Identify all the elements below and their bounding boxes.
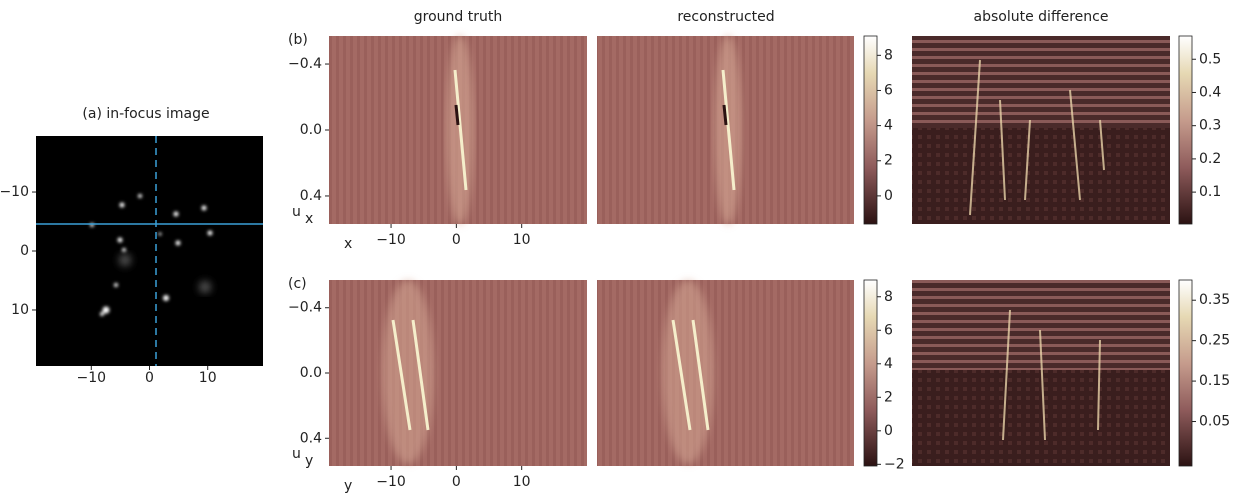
x-tick-label: 0 — [452, 474, 461, 490]
colorbar-tick-label: 8 — [884, 47, 893, 63]
y-tick-label: −0.4 — [288, 56, 322, 72]
heatmap — [912, 280, 1170, 466]
colorbar-tick-label: 2 — [884, 153, 893, 169]
colorbar — [863, 279, 878, 467]
heatmap — [329, 280, 587, 466]
x-tick-label: −10 — [376, 474, 406, 490]
y-tick-label: 0.0 — [300, 122, 322, 138]
colorbar-tick-label: 6 — [884, 82, 893, 98]
colorbar-tick-label: 0.05 — [1199, 414, 1230, 430]
y-tick-label: −0.4 — [288, 300, 322, 316]
x-tick-label: −10 — [77, 370, 107, 386]
colorbar-tick-label: 8 — [884, 289, 893, 305]
colorbar-tick-label: 0.15 — [1199, 373, 1230, 389]
column-title: reconstructed — [677, 9, 774, 25]
heatmap — [329, 35, 587, 225]
y-tick-label: 10 — [11, 302, 29, 318]
colorbar-tick-label: 0.3 — [1199, 118, 1221, 134]
x-tick-label: 10 — [513, 474, 531, 490]
heatmap — [597, 280, 854, 466]
y-axis-label: u — [292, 446, 301, 462]
colorbar-tick-label: 0.2 — [1199, 151, 1221, 167]
colorbar-tick-label: 0 — [884, 423, 893, 439]
heatmap — [597, 35, 854, 225]
y-tick-label: −10 — [0, 184, 29, 200]
y-tick-label: 0 — [20, 243, 29, 259]
column-title: absolute difference — [974, 9, 1109, 25]
x-tick-label: 10 — [513, 232, 531, 248]
panel-title: (a) in-focus image — [82, 106, 209, 122]
colorbar-tick-label: 0.1 — [1199, 184, 1221, 200]
colorbar-tick-label: 6 — [884, 322, 893, 338]
x-tick-label: 0 — [145, 370, 154, 386]
y-tick-label: 0.4 — [300, 430, 322, 446]
x-axis-label: x — [344, 236, 352, 252]
colorbar-tick-label: 4 — [884, 118, 893, 134]
column-title: ground truth — [414, 9, 502, 25]
x-tick-label: 0 — [452, 232, 461, 248]
y-tick-label: 0.4 — [300, 188, 322, 204]
heatmap — [912, 36, 1170, 224]
panel-label: (c) — [288, 276, 307, 292]
y-tick-label: 0.0 — [300, 365, 322, 381]
colorbar-tick-label: 0.35 — [1199, 292, 1230, 308]
colorbar-tick-label: −2 — [884, 456, 905, 472]
in-focus-image — [36, 136, 263, 366]
y-axis-label-sub: x — [305, 211, 313, 227]
colorbar-tick-label: 2 — [884, 389, 893, 405]
x-tick-label: 10 — [199, 370, 217, 386]
colorbar-tick-label: 0.4 — [1199, 84, 1221, 100]
colorbar — [1178, 279, 1193, 467]
colorbar — [1178, 35, 1193, 225]
colorbar-tick-label: 0.5 — [1199, 51, 1221, 67]
colorbar — [863, 35, 878, 225]
panel-label: (b) — [288, 32, 308, 48]
x-tick-label: −10 — [376, 232, 406, 248]
colorbar-tick-label: 0.25 — [1199, 333, 1230, 349]
colorbar-tick-label: 0 — [884, 188, 893, 204]
y-axis-label: u — [292, 204, 301, 220]
x-axis-label: y — [344, 478, 352, 493]
colorbar-tick-label: 4 — [884, 356, 893, 372]
y-axis-label-sub: y — [305, 453, 313, 469]
